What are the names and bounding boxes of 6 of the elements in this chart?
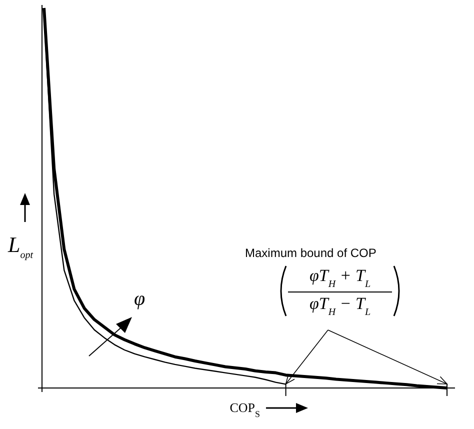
x-axis-title: COP$_{S}$ (230, 400, 260, 419)
y-axis-title: L$_{opt}$ (7, 232, 34, 260)
annotation: φT$_{H}$ + T$_{L}$ (309, 266, 371, 290)
annotation: φT$_{H}$ − T$_{L}$ (309, 294, 371, 318)
annotation: φ (134, 288, 146, 310)
annotation: Maximum bound of COP (245, 246, 376, 260)
